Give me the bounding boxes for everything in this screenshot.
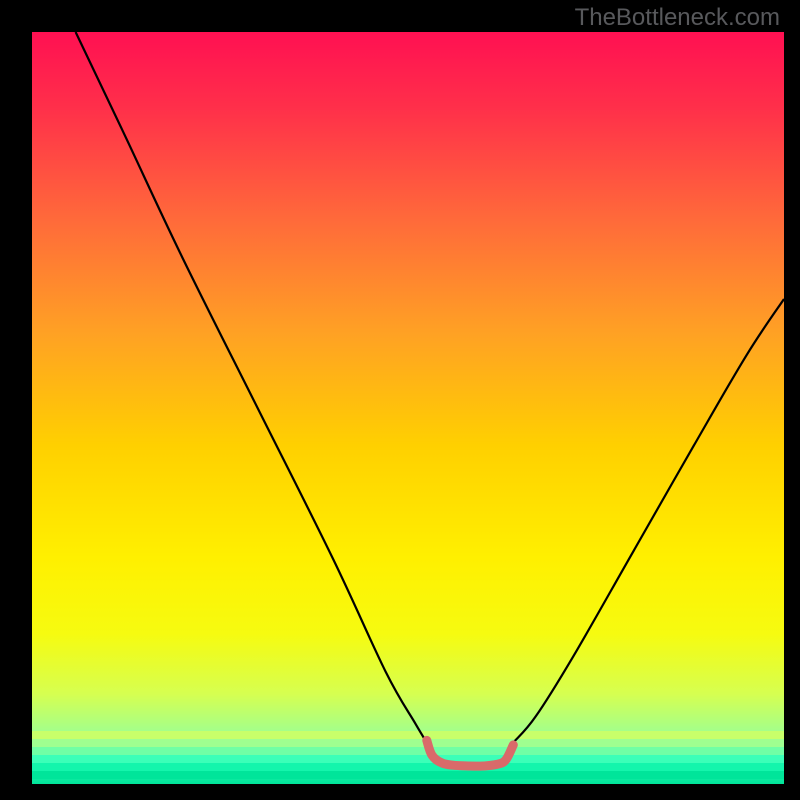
curves-svg — [32, 32, 784, 784]
chart-container: TheBottleneck.com — [0, 0, 800, 800]
plot-area — [32, 32, 784, 784]
border-left — [0, 0, 32, 800]
border-right — [784, 0, 800, 800]
curve-left — [76, 32, 427, 743]
watermark: TheBottleneck.com — [575, 4, 780, 32]
border-bottom — [0, 784, 800, 800]
curve-right — [513, 299, 784, 743]
trough-highlight — [427, 740, 514, 766]
